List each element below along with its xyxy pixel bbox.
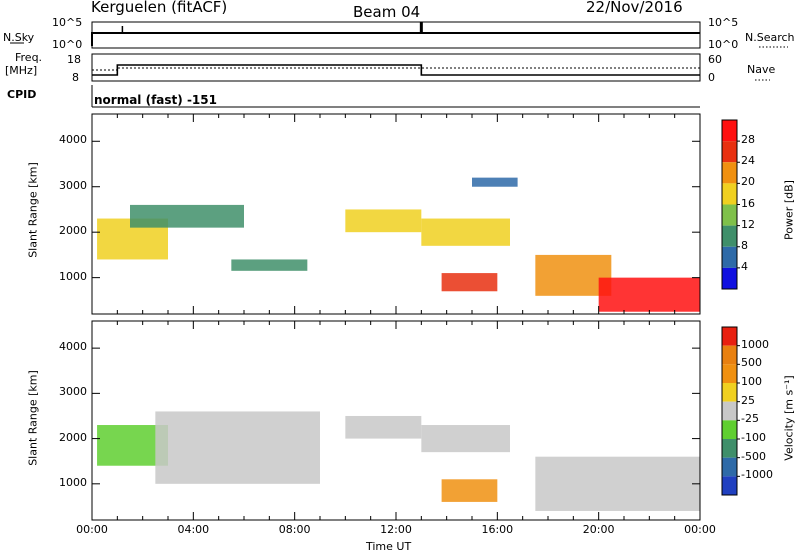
colorbar-tick-label: 25	[741, 393, 755, 407]
y-tick-label: 4000	[59, 340, 87, 354]
data-region	[598, 277, 700, 312]
x-tick-label: 12:00	[380, 523, 412, 536]
x-tick-label: 08:00	[278, 523, 311, 536]
colorbar-cell	[722, 457, 737, 477]
colorbar-tick-label: 28	[741, 133, 755, 147]
x-tick-label: 00:00	[684, 523, 716, 536]
nsky-tick-bottom: 10^0	[52, 38, 83, 51]
data-region	[345, 209, 422, 233]
radar-title: Kerguelen (fitACF)	[91, 0, 228, 16]
x-axis-title: Time UT	[366, 540, 412, 553]
colorbar-tick-label: -100	[741, 431, 766, 444]
colorbar-cell	[722, 476, 737, 495]
colorbar-tick-label: 100	[741, 375, 762, 388]
colorbar-cell	[722, 204, 737, 226]
data-region	[421, 218, 510, 246]
y-tick-label: 2000	[59, 430, 87, 444]
colorbar-tick-label: 12	[741, 217, 755, 231]
x-tick-label: 20:00	[582, 523, 615, 536]
power-panel-ylabel: Slant Range [km]	[26, 162, 40, 258]
nsky-trace	[91, 32, 700, 46]
data-region	[155, 411, 320, 484]
nsky-tick-top: 10^5	[52, 16, 83, 29]
y-tick-label: 3000	[59, 385, 87, 399]
nave-trace	[92, 67, 700, 71]
colorbar-cell	[722, 267, 737, 289]
y-tick-label: 1000	[59, 269, 87, 283]
colorbar-cell	[722, 364, 737, 383]
freq-label-line2: [MHz]	[5, 64, 38, 77]
nave-tick-top: 60	[708, 53, 722, 66]
x-tick-label: 16:00	[481, 523, 514, 536]
colorbar-cell	[722, 439, 737, 458]
colorbar-cell	[722, 120, 737, 142]
y-tick-label: 2000	[59, 224, 87, 238]
cpid-label: CPID	[7, 88, 37, 101]
nsearch-tick-top: 10^5	[708, 16, 739, 29]
data-region	[441, 273, 498, 292]
colorbar-cell	[722, 183, 737, 205]
colorbar-cell	[722, 162, 737, 184]
nsky-panel-frame	[91, 21, 701, 49]
colorbar-tick-label: 4	[741, 259, 748, 273]
colorbar-cell	[722, 401, 737, 421]
colorbar-cell	[722, 327, 737, 346]
nsearch-label: N.Search	[745, 31, 795, 44]
beam-label: Beam 04	[353, 3, 421, 21]
freq-label-line1: Freq.	[15, 51, 43, 64]
y-tick-label: 4000	[59, 133, 87, 147]
colorbar-tick-label: 500	[741, 356, 762, 370]
nave-label: Nave	[747, 63, 776, 76]
nsearch-tick-bottom: 10^0	[708, 38, 739, 51]
colorbar-cell	[722, 383, 737, 402]
x-tick-label: 04:00	[177, 523, 210, 536]
velocity-colorbar-label: Velocity [m s⁻¹]	[782, 375, 796, 461]
colorbar-tick-label: 1000	[741, 337, 769, 351]
colorbar-cell	[722, 141, 737, 163]
colorbar-tick-label: -25	[741, 412, 759, 426]
date-label: 22/Nov/2016	[586, 0, 683, 16]
freq-trace	[92, 64, 700, 76]
x-tick-label: 00:00	[76, 523, 108, 536]
data-region	[472, 177, 518, 187]
data-region	[130, 204, 244, 228]
colorbar-cell	[722, 345, 737, 365]
power-colorbar-label: Power [dB]	[782, 180, 796, 240]
colorbar-tick-label: -1000	[741, 468, 773, 482]
data-region	[345, 415, 422, 439]
colorbar-cell	[722, 246, 737, 268]
data-region	[535, 254, 612, 296]
colorbar-tick-label: 20	[741, 175, 755, 189]
freq-tick-bottom: 8	[72, 71, 79, 84]
colorbar-tick-label: 24	[741, 154, 755, 168]
y-tick-label: 1000	[59, 475, 87, 489]
cpid-value: normal (fast) -151	[94, 93, 217, 107]
colorbar-frame	[721, 326, 738, 496]
colorbar-tick-label: -500	[741, 449, 766, 463]
data-region	[421, 425, 510, 453]
nsky-label: N.Sky	[3, 31, 35, 44]
freq-tick-top: 18	[67, 53, 81, 66]
colorbar-cell	[722, 420, 737, 439]
data-region	[441, 479, 498, 502]
nave-tick-bottom: 0	[708, 71, 715, 84]
data-region	[231, 259, 308, 271]
velocity-panel-ylabel: Slant Range [km]	[26, 370, 40, 466]
colorbar-tick-label: 16	[741, 196, 755, 210]
data-region	[535, 456, 700, 511]
colorbar-cell	[722, 225, 737, 247]
colorbar-tick-label: 8	[741, 238, 748, 252]
y-tick-label: 3000	[59, 178, 87, 192]
